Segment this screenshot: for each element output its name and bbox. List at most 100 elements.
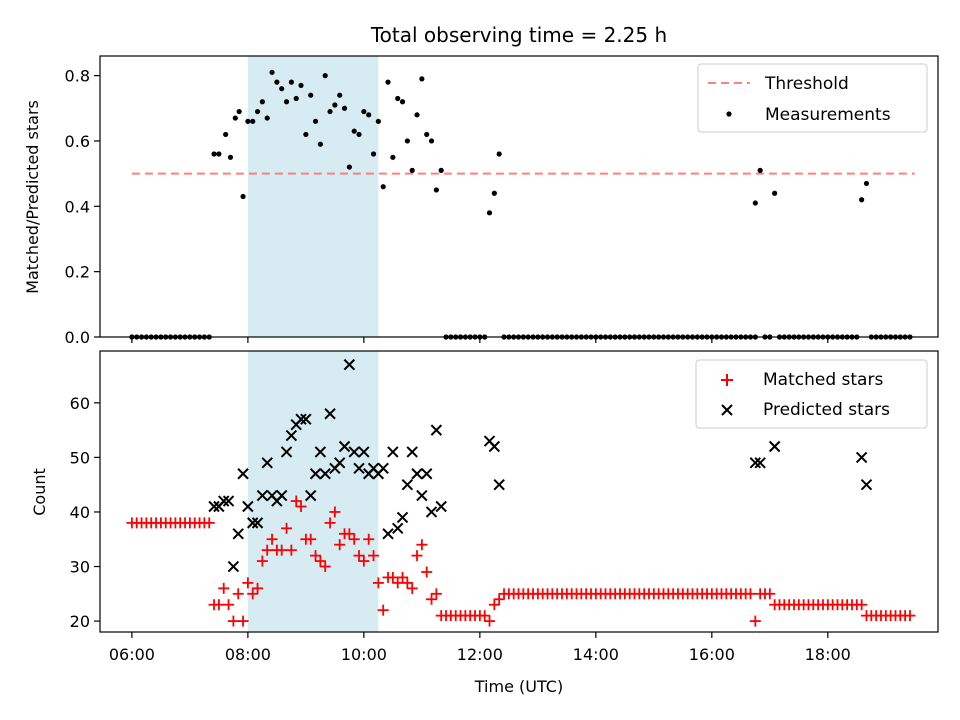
predicted-star-point bbox=[261, 457, 273, 469]
measurement-point bbox=[428, 138, 435, 144]
measurement-point bbox=[399, 99, 406, 105]
measurement-point bbox=[245, 118, 251, 124]
bottom-y-tick-label: 60 bbox=[70, 394, 90, 413]
bottom-y-tick-label: 40 bbox=[70, 503, 90, 522]
measurement-point bbox=[361, 108, 367, 115]
matched-star-point bbox=[392, 577, 404, 589]
matched-star-point bbox=[213, 599, 225, 611]
predicted-star-point bbox=[430, 424, 443, 436]
matched-star-point bbox=[203, 517, 215, 529]
matched-star-point bbox=[401, 577, 413, 589]
predicted-star-point bbox=[754, 457, 766, 469]
predicted-star-point bbox=[343, 358, 356, 371]
measurement-point bbox=[380, 184, 386, 190]
matched-star-point bbox=[223, 599, 235, 611]
measurement-point bbox=[385, 79, 391, 85]
measurement-point bbox=[486, 210, 493, 216]
predicted-star-point bbox=[208, 500, 220, 513]
measurement-point bbox=[424, 131, 430, 138]
predicted-star-point bbox=[300, 413, 312, 425]
measurement-point bbox=[327, 108, 333, 115]
matched-star-point bbox=[488, 599, 500, 611]
matched-star-point bbox=[493, 593, 505, 605]
measurement-point bbox=[404, 138, 410, 144]
predicted-star-point bbox=[280, 446, 293, 458]
predicted-star-point bbox=[251, 517, 264, 529]
matched-star-point bbox=[285, 544, 297, 556]
matched-star-point bbox=[749, 615, 761, 627]
matched-star-point bbox=[430, 588, 442, 600]
predicted-star-point bbox=[493, 478, 505, 491]
observing-span bbox=[247, 56, 379, 337]
matched-star-point bbox=[281, 522, 293, 534]
predicted-star-point bbox=[488, 440, 501, 453]
predicted-star-point bbox=[420, 468, 433, 480]
measurement-point bbox=[351, 128, 357, 134]
measurement-point bbox=[227, 154, 234, 160]
measurement-point bbox=[370, 151, 377, 157]
measurement-point bbox=[269, 69, 275, 75]
predicted-star-point bbox=[285, 429, 298, 442]
predicted-star-point bbox=[237, 468, 249, 480]
x-tick-label: 16:00 bbox=[689, 645, 735, 664]
measurement-point bbox=[293, 95, 299, 102]
matched-star-point bbox=[242, 577, 254, 589]
matched-star-point bbox=[290, 495, 302, 507]
top-axes-frame bbox=[99, 55, 939, 338]
matched-star-point bbox=[276, 544, 288, 556]
measurement-point bbox=[757, 167, 763, 173]
matched-star-point bbox=[314, 555, 326, 567]
matched-star-point bbox=[411, 550, 423, 562]
matched-star-point bbox=[295, 501, 307, 513]
top-y-ticks: 0.0 0.2 0.4 0.6 0.8 bbox=[65, 67, 100, 347]
measurement-point bbox=[232, 115, 238, 121]
measurement-point bbox=[216, 151, 222, 157]
matched-star-point bbox=[252, 582, 264, 594]
predicted-star-point bbox=[319, 468, 331, 480]
x-tick-label: 10:00 bbox=[341, 645, 387, 664]
measurement-point bbox=[438, 167, 444, 173]
top-y-tick-label: 0.4 bbox=[65, 197, 90, 216]
matched-star-point bbox=[319, 561, 331, 573]
predicted-star-point bbox=[333, 457, 346, 469]
measurement-point bbox=[283, 99, 290, 105]
matched-star-point bbox=[372, 577, 384, 589]
top-y-tick-label: 0.0 bbox=[65, 328, 90, 347]
predicted-star-point bbox=[768, 440, 781, 453]
matched-star-point bbox=[406, 582, 418, 594]
matched-star-point bbox=[363, 533, 375, 545]
legend-matched-label: Matched stars bbox=[763, 370, 883, 390]
bottom-y-tick-label: 50 bbox=[70, 448, 90, 467]
measurement-point bbox=[322, 73, 328, 79]
predicted-star-point bbox=[314, 446, 327, 458]
measurement-point bbox=[337, 92, 343, 98]
matched-star-point bbox=[479, 610, 491, 622]
x-axis-label: Time (UTC) bbox=[474, 677, 563, 696]
predicted-star-point bbox=[222, 495, 235, 507]
matched-star-point bbox=[266, 533, 278, 545]
predicted-star-point bbox=[411, 468, 423, 480]
predicted-star-point bbox=[353, 462, 365, 475]
top-y-tick-label: 0.8 bbox=[65, 67, 90, 86]
matched-star-point bbox=[904, 610, 916, 622]
measurement-point bbox=[390, 154, 396, 160]
measurement-point bbox=[264, 115, 270, 121]
predicted-stars-points bbox=[208, 358, 873, 573]
matched-star-point bbox=[334, 539, 346, 551]
measurement-point bbox=[317, 141, 323, 147]
predicted-star-point bbox=[416, 489, 428, 502]
predicted-star-point bbox=[425, 506, 438, 518]
bottom-panel: 20 30 40 50 60 06:00 08:00 10:00 12:00 14:00 16:0… bbox=[30, 350, 939, 696]
matched-star-point bbox=[368, 550, 380, 562]
legend-measurements-label: Measurements bbox=[765, 105, 891, 125]
predicted-star-point bbox=[256, 489, 269, 502]
matched-star-point bbox=[305, 533, 317, 545]
matched-star-point bbox=[421, 566, 433, 578]
measurement-point bbox=[356, 131, 362, 138]
measurement-point bbox=[259, 99, 265, 105]
bottom-y-tick-label: 20 bbox=[70, 612, 90, 631]
predicted-star-point bbox=[401, 478, 414, 491]
bottom-x-ticks: 06:00 08:00 10:00 12:00 14:00 16:00 18:00 bbox=[109, 632, 851, 664]
chart-title: Total observing time = 2.25 h bbox=[370, 23, 667, 47]
matched-star-point bbox=[343, 528, 355, 540]
